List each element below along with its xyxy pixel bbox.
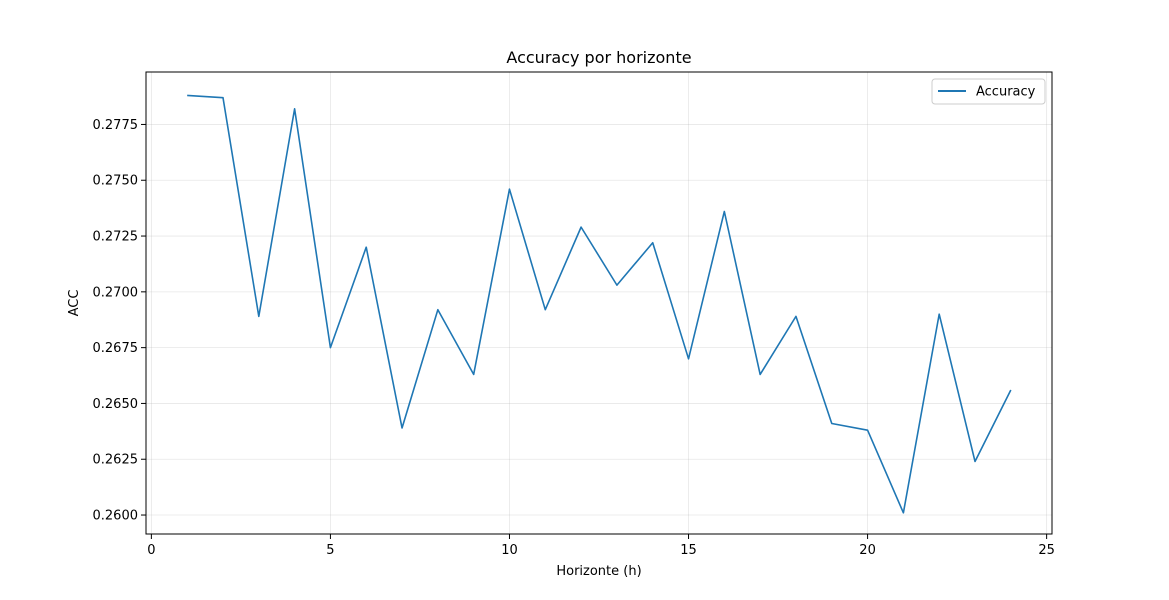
y-tick-label: 0.2725: [93, 230, 139, 245]
x-tick-label: 10: [501, 543, 518, 558]
legend-box: [931, 78, 1046, 105]
legend-entry-accuracy: Accuracy: [976, 85, 1036, 100]
x-tick-label: 0: [147, 543, 155, 558]
y-tick-label: 0.2600: [93, 509, 139, 524]
series-layer: [187, 94, 1012, 514]
y-tick-label: 0.2750: [93, 174, 139, 189]
x-tick-label: 5: [326, 543, 334, 558]
x-axis-label: Horizonte (h): [556, 564, 641, 579]
chart-title: Accuracy por horizonte: [506, 48, 691, 67]
grid: [146, 72, 1052, 534]
x-axis-ticks: 0 5 10 15 20 25: [147, 534, 1055, 558]
y-tick-label: 0.2775: [93, 118, 139, 133]
y-tick-label: 0.2700: [93, 285, 139, 300]
series-line-accuracy: [187, 94, 1012, 514]
legend: Accuracy: [931, 78, 1046, 105]
y-tick-label: 0.2650: [93, 397, 139, 412]
y-axis-label: ACC: [67, 290, 82, 317]
x-tick-label: 20: [859, 543, 876, 558]
y-tick-label: 0.2675: [93, 341, 139, 356]
y-tick-label: 0.2625: [93, 453, 139, 468]
plot-frame: [145, 71, 1053, 535]
y-axis-ticks: 0.2600 0.2625 0.2650 0.2675 0.2700 0.2725 0.27…: [93, 118, 146, 524]
x-tick-label: 15: [680, 543, 697, 558]
x-tick-label: 25: [1038, 543, 1055, 558]
